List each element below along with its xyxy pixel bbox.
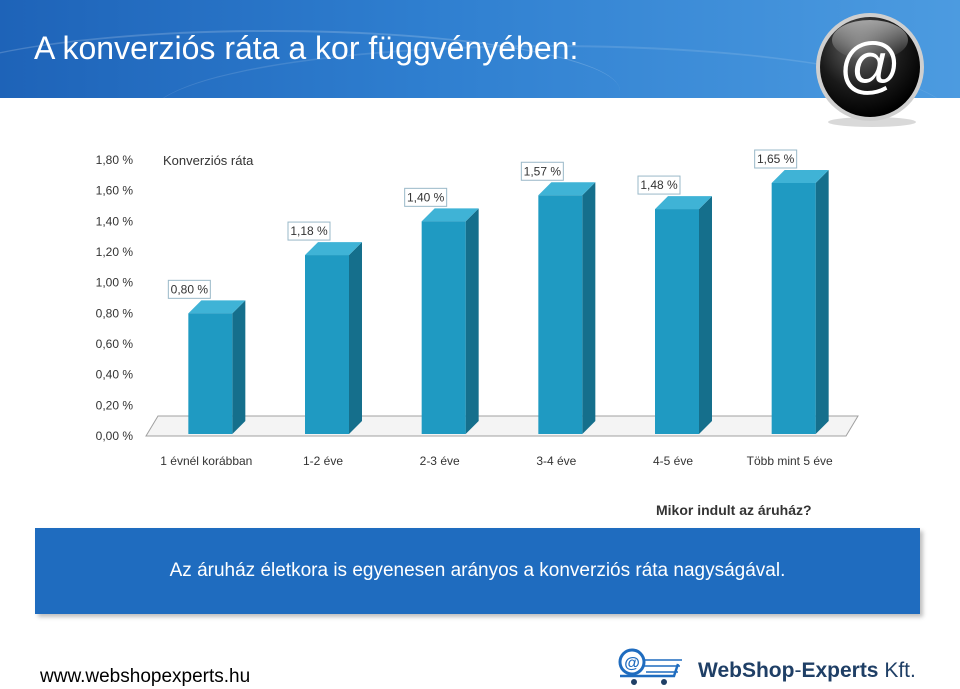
category-label: 1 évnél korábban (160, 454, 252, 468)
x-axis-title: Mikor indult az áruház? (656, 502, 812, 518)
bar-side (582, 182, 596, 434)
category-label: 1-2 éve (303, 454, 343, 468)
y-axis-ticks: 0,00 % 0,20 % 0,40 % 0,60 % 0,80 % 1,00 % 1,20… (96, 153, 134, 443)
floor-plane (145, 415, 859, 437)
brand-part-webshop: WebShop (698, 659, 795, 682)
y-tick-label: 1,80 % (96, 153, 134, 167)
data-label-box (167, 279, 211, 299)
category-label: 3-4 éve (536, 454, 576, 468)
data-label: 0,80 % (171, 282, 209, 296)
chart-floor (145, 415, 859, 437)
svg-text:@: @ (624, 655, 640, 672)
bar (421, 221, 466, 434)
data-label-box (637, 175, 681, 195)
bar-side (815, 170, 829, 434)
category-label: 2-3 éve (420, 454, 460, 468)
data-label-box (404, 187, 448, 207)
series-name-label: Konverziós ráta (163, 153, 254, 168)
bar-side (699, 196, 712, 434)
y-tick-label: 0,60 % (96, 337, 134, 351)
bar-top (538, 182, 596, 196)
bar (655, 209, 699, 434)
header-decoration (150, 45, 950, 98)
bar-top (188, 300, 246, 314)
chart-bars: 0,80 % 1,18 % 1,40 % 1,57 % 1,48 % 1,65 % (167, 149, 829, 434)
bar (188, 313, 233, 434)
bar-side (232, 300, 246, 434)
y-tick-label: 1,60 % (96, 184, 134, 198)
conclusion-text: Az áruház életkora is egyenesen arányos … (169, 560, 786, 581)
bar-side (465, 208, 479, 434)
bar (771, 183, 816, 434)
conclusion-banner: Az áruház életkora is egyenesen arányos … (35, 528, 920, 614)
bar-top (655, 196, 712, 210)
data-label: 1,65 % (757, 152, 795, 166)
bar-side (349, 242, 362, 434)
brand-part-kft: Kft. (878, 659, 916, 682)
y-tick-label: 0,80 % (96, 306, 134, 320)
brand-separator: - (794, 659, 802, 682)
at-sign-icon: @ (816, 13, 924, 127)
y-tick-label: 1,40 % (96, 214, 134, 228)
data-label: 1,40 % (407, 190, 445, 204)
y-tick-label: 0,40 % (96, 368, 134, 382)
y-tick-label: 1,00 % (96, 276, 134, 290)
y-tick-label: 1,20 % (96, 245, 134, 259)
header-banner: A konverziós ráta a kor függvényében: (0, 0, 960, 98)
data-label-box (287, 221, 331, 241)
shopping-cart-at-icon: @ (618, 648, 682, 685)
data-label: 1,57 % (524, 164, 562, 178)
y-tick-label: 0,20 % (96, 398, 134, 412)
brand-logo: @ WebShop-Experts Kft. (612, 646, 916, 686)
bar-top (771, 170, 829, 183)
brand-part-experts: Experts (801, 659, 879, 682)
bar-top (421, 208, 479, 222)
category-label: Több mint 5 éve (747, 454, 833, 468)
bar (305, 255, 349, 434)
page-title: A konverziós ráta a kor függvényében: (34, 30, 579, 66)
bar (538, 195, 583, 434)
website-url[interactable]: www.webshopexperts.hu (40, 666, 251, 687)
bar-top (305, 242, 362, 256)
x-axis-categories: 1 évnél korábban 1-2 éve 2-3 éve 3-4 éve 4-5… (160, 454, 833, 468)
header-decoration (0, 30, 620, 98)
data-label-box (520, 161, 564, 181)
brand-name: WebShop-Experts Kft. (698, 659, 916, 683)
data-label: 1,18 % (290, 224, 328, 238)
y-tick-label: 0,00 % (96, 429, 134, 443)
data-label: 1,48 % (640, 178, 678, 192)
category-label: 4-5 éve (653, 454, 693, 468)
data-label-box (754, 149, 798, 169)
svg-text:@: @ (839, 31, 902, 100)
bar-chart: 0,00 % 0,20 % 0,40 % 0,60 % 0,80 % 1,00 % 1,20… (96, 149, 859, 468)
